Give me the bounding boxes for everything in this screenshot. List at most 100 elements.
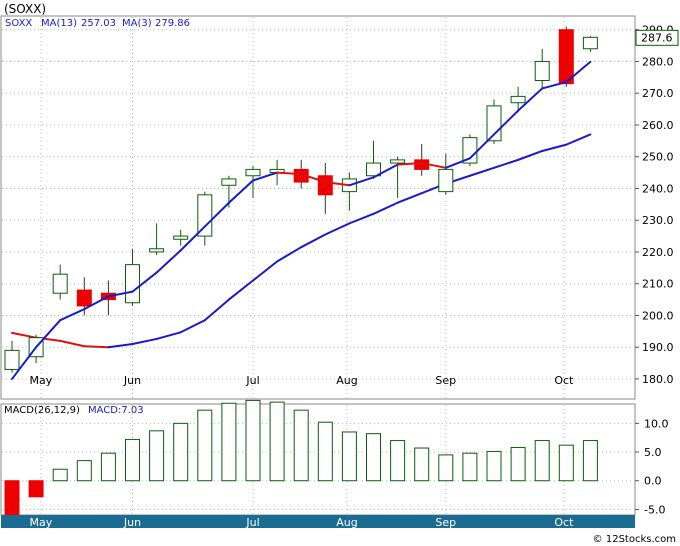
- legend-symbol: SOXX: [5, 18, 32, 29]
- month-label: Jul: [245, 374, 259, 387]
- macd-bar-positive: [414, 447, 430, 482]
- macd-x-axis: May Jun Jul Aug Sep Oct: [30, 516, 575, 529]
- macd-tick-label: 10.0: [644, 417, 669, 430]
- macd-bar-positive: [221, 402, 237, 482]
- price-tick-label: 280.0: [642, 55, 674, 68]
- ma-long-segment: [493, 158, 520, 169]
- macd-bar-positive: [462, 452, 478, 482]
- ma-long-segment: [565, 133, 592, 146]
- legend-ma-short-label: MA(3): [122, 18, 152, 29]
- last-price-box: [635, 29, 679, 46]
- ma-short-segment: [444, 157, 471, 169]
- ma-short-segment: [59, 308, 86, 322]
- price-tick-label: 220.0: [642, 246, 674, 259]
- candle-up: [245, 168, 261, 177]
- candle-up: [582, 36, 598, 50]
- macd-bar-positive: [197, 409, 213, 482]
- ma-short-segment: [179, 225, 206, 252]
- ma-long-segment: [227, 279, 254, 301]
- price-panel-frame: [0, 15, 636, 400]
- ma-short-segment: [348, 176, 375, 187]
- candle-up: [125, 264, 140, 304]
- macd-bar-positive: [486, 450, 502, 482]
- ma-long-segment: [276, 246, 303, 263]
- macd-month-label: Sep: [435, 516, 456, 529]
- ma-long-segment: [300, 233, 327, 249]
- macd-tick-label: 5.0: [644, 446, 662, 459]
- ma-short-segment: [372, 163, 399, 179]
- macd-bar-positive: [558, 444, 574, 482]
- macd-x-axis-band: [1, 515, 635, 528]
- macd-bar-positive: [534, 440, 550, 482]
- price-tick-label: 210.0: [642, 278, 674, 291]
- ma-long-segment: [83, 345, 110, 349]
- ma-long-segment: [252, 260, 279, 282]
- macd-bar-positive: [125, 438, 140, 482]
- ma-long-segment: [107, 343, 134, 349]
- ma-long-segment: [324, 222, 351, 236]
- ma-long-segment: [155, 331, 182, 340]
- macd-bar-negative: [28, 480, 44, 498]
- macd-month-label: Aug: [336, 516, 357, 529]
- candle-down: [76, 289, 92, 307]
- ma-long-segment: [11, 331, 38, 339]
- ma-short-segment: [324, 181, 351, 187]
- candle-up: [52, 273, 68, 294]
- macd-title: MACD(26,12,9): [4, 405, 80, 416]
- candle-up: [4, 349, 20, 370]
- last-price-tag: 287.6: [635, 29, 679, 46]
- macd-bar-positive: [341, 431, 357, 482]
- ma-long-segment: [372, 201, 399, 215]
- ma-short-segment: [252, 171, 279, 182]
- ma-short-segment: [468, 133, 495, 160]
- price-tick-label: 240.0: [642, 182, 674, 195]
- ma-short-segment: [276, 171, 303, 176]
- ma-short-line: [11, 60, 592, 380]
- candle-up: [173, 235, 189, 240]
- candle-down: [317, 175, 333, 196]
- candle-up: [149, 248, 165, 253]
- ma-long-segment: [517, 149, 544, 161]
- candle-up: [510, 95, 526, 104]
- ma-long-segment: [396, 192, 423, 204]
- macd-month-label: Jul: [245, 516, 259, 529]
- price-tick-label: 200.0: [642, 309, 674, 322]
- macd-bar-positive: [438, 454, 454, 482]
- legend-ma-long-label: MA(13): [41, 18, 77, 29]
- candle-up: [197, 194, 213, 237]
- price-tick-label: 190.0: [642, 341, 674, 354]
- ma-long-segment: [348, 212, 375, 225]
- candle-up: [534, 60, 550, 81]
- macd-bar-positive: [149, 430, 165, 482]
- ma-short-segment: [203, 201, 230, 228]
- ma-long-segment: [179, 319, 206, 334]
- candle-up: [438, 168, 454, 193]
- macd-bar-positive: [293, 409, 309, 482]
- candle-up: [366, 162, 381, 177]
- macd-tick-label: 0.0: [644, 475, 662, 488]
- macd-month-label: Jun: [123, 516, 141, 529]
- ma-short-segment: [227, 179, 254, 204]
- legend-ma-long-value: 257.03: [81, 18, 116, 29]
- macd-bar-positive: [173, 422, 189, 482]
- price-x-axis: May Jun Jul Aug Sep Oct: [30, 374, 575, 387]
- price-tick-label: 250.0: [642, 151, 674, 164]
- price-tick-label: 230.0: [642, 214, 674, 227]
- month-label: May: [30, 374, 53, 387]
- ma-short-segment: [420, 162, 447, 169]
- candle-up: [390, 159, 406, 164]
- legend-ma-short-value: 279.86: [155, 18, 190, 29]
- copyright: © 12Stocks.com: [593, 534, 676, 545]
- macd-month-label: May: [30, 516, 53, 529]
- macd-value-label: MACD:7.03: [88, 405, 144, 416]
- macd-bar-positive: [269, 401, 285, 482]
- ma-short-segment: [517, 87, 544, 112]
- macd-bar-positive: [52, 468, 68, 482]
- ma-short-segment: [131, 271, 158, 293]
- macd-bar-positive: [76, 460, 92, 482]
- ma-long-segment: [131, 337, 158, 346]
- ma-short-segment: [565, 60, 592, 84]
- month-label: Aug: [336, 374, 357, 387]
